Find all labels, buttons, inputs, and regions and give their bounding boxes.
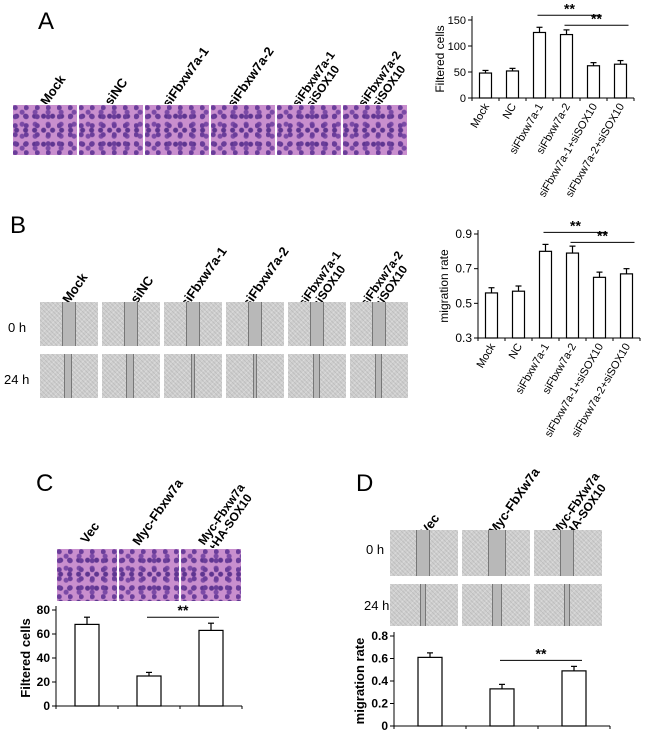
panel-a-label-sifbxw7a-2: siFbxw7a-2: [224, 44, 277, 111]
y-tick-label: 0.2: [371, 697, 388, 711]
panel-d-letter: D: [356, 470, 374, 497]
panel-c-letter: C: [36, 470, 54, 497]
wound-image: [40, 354, 98, 398]
y-tick-label: 100: [448, 41, 466, 53]
wound-image: [288, 302, 346, 346]
transwell-image: [276, 104, 342, 156]
y-tick-label: 0.6: [371, 652, 388, 666]
bar: [565, 252, 580, 339]
wound-image: [40, 302, 98, 346]
panel-b-label-sifbxw7a-2: siFbxw7a-2: [239, 244, 292, 311]
panel-d-label-myc-fbxw7a: Myc-FbXw7a: [485, 464, 543, 539]
wound-image: [390, 530, 458, 576]
x-category-label: NC: [501, 101, 519, 121]
panel-b-row-label-0h: 0 h: [8, 320, 27, 335]
transwell-image: [342, 104, 408, 156]
transwell-image: [144, 104, 210, 156]
transwell-image: [180, 548, 242, 602]
panel-c-label-combo: Myc-Fbxw7a +HA-SOX10: [195, 480, 255, 555]
significance-label: **: [591, 10, 602, 26]
wound-image: [226, 302, 284, 346]
wound-image: [102, 354, 160, 398]
bar: [619, 273, 634, 339]
wound-image: [534, 530, 602, 576]
significance-label: **: [564, 0, 575, 16]
y-axis-label: migration rate: [352, 638, 367, 725]
bar: [417, 656, 443, 727]
y-tick-label: 0: [381, 719, 388, 733]
transwell-image: [12, 104, 78, 156]
wound-image: [534, 584, 602, 626]
panel-d-bar-chart: 0 0.2 0.4 0.6 0.8 migration rate **: [352, 629, 611, 733]
wound-image: [164, 302, 222, 346]
x-category-label: NC: [507, 341, 525, 361]
panel-a-label-mock: Mock: [37, 72, 69, 109]
wound-image: [164, 354, 222, 398]
y-axis-label: Filtered cells: [433, 25, 447, 92]
wound-image: [462, 584, 530, 626]
wound-image: [350, 354, 408, 398]
significance-label: **: [536, 645, 547, 661]
bar: [586, 65, 601, 99]
wound-image: [226, 354, 284, 398]
y-tick-label: 40: [37, 651, 51, 665]
bar: [136, 675, 162, 707]
transwell-image: [118, 548, 180, 602]
bar: [74, 623, 100, 707]
panel-c-label-myc-fbxw7a: Myc-Fbxw7a: [129, 476, 186, 549]
y-tick-label: 150: [448, 15, 466, 27]
bar: [511, 290, 526, 339]
bar: [484, 292, 499, 339]
wound-image: [390, 584, 458, 626]
transwell-image: [78, 104, 144, 156]
significance-label: **: [570, 217, 581, 233]
bar: [559, 33, 574, 99]
bar: [592, 276, 607, 339]
y-tick-label: 0: [43, 699, 50, 713]
significance-label: **: [178, 602, 189, 618]
y-tick-label: 0: [460, 93, 466, 105]
panel-a-label-sifbxw7a-1: siFbxw7a-1: [159, 44, 212, 111]
y-tick-label: 0.9: [455, 227, 472, 241]
panel-c-bar-chart: 0 20 40 60 80 Filtered cells **: [18, 602, 243, 713]
significance-label: **: [597, 227, 608, 243]
y-tick-label: 0.5: [455, 296, 472, 310]
panel-b-letter: B: [10, 212, 27, 239]
bar: [532, 31, 547, 99]
panel-b-label-mock: Mock: [59, 270, 91, 307]
panel-d-row-label-0h: 0 h: [366, 542, 385, 557]
bar: [613, 63, 628, 99]
y-tick-label: 50: [454, 67, 466, 79]
bar: [198, 629, 224, 707]
y-axis-label: Filtered cells: [18, 618, 33, 697]
y-tick-label: 0.3: [455, 331, 472, 345]
wound-image: [102, 302, 160, 346]
wound-image: [350, 302, 408, 346]
y-tick-label: 20: [37, 675, 51, 689]
wound-image: [288, 354, 346, 398]
bar: [478, 72, 493, 99]
wound-image: [462, 530, 530, 576]
y-tick-label: 0.4: [371, 674, 388, 688]
panel-b-row-label-24h: 24 h: [4, 372, 30, 387]
panel-c-label-vec: Vec: [77, 519, 103, 547]
bar: [505, 70, 520, 99]
bar: [489, 688, 515, 727]
y-axis-label: migration rate: [437, 249, 451, 323]
y-tick-label: 0.7: [455, 262, 472, 276]
x-category-label: Mock: [475, 341, 499, 370]
panel-d-row-label-24h: 24 h: [364, 598, 390, 613]
y-tick-label: 80: [37, 603, 51, 617]
transwell-image: [56, 548, 118, 602]
y-tick-label: 0.8: [371, 629, 388, 643]
y-tick-label: 60: [37, 627, 51, 641]
x-category-label: Mock: [469, 101, 493, 130]
panel-b-label-sifbxw7a-1: siFbxw7a-1: [177, 244, 230, 311]
bar: [561, 670, 587, 727]
transwell-image: [210, 104, 276, 156]
bar: [538, 250, 553, 339]
panel-a-letter: A: [38, 8, 55, 35]
